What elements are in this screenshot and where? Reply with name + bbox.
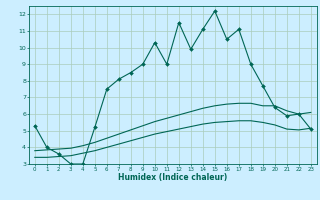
X-axis label: Humidex (Indice chaleur): Humidex (Indice chaleur): [118, 173, 228, 182]
